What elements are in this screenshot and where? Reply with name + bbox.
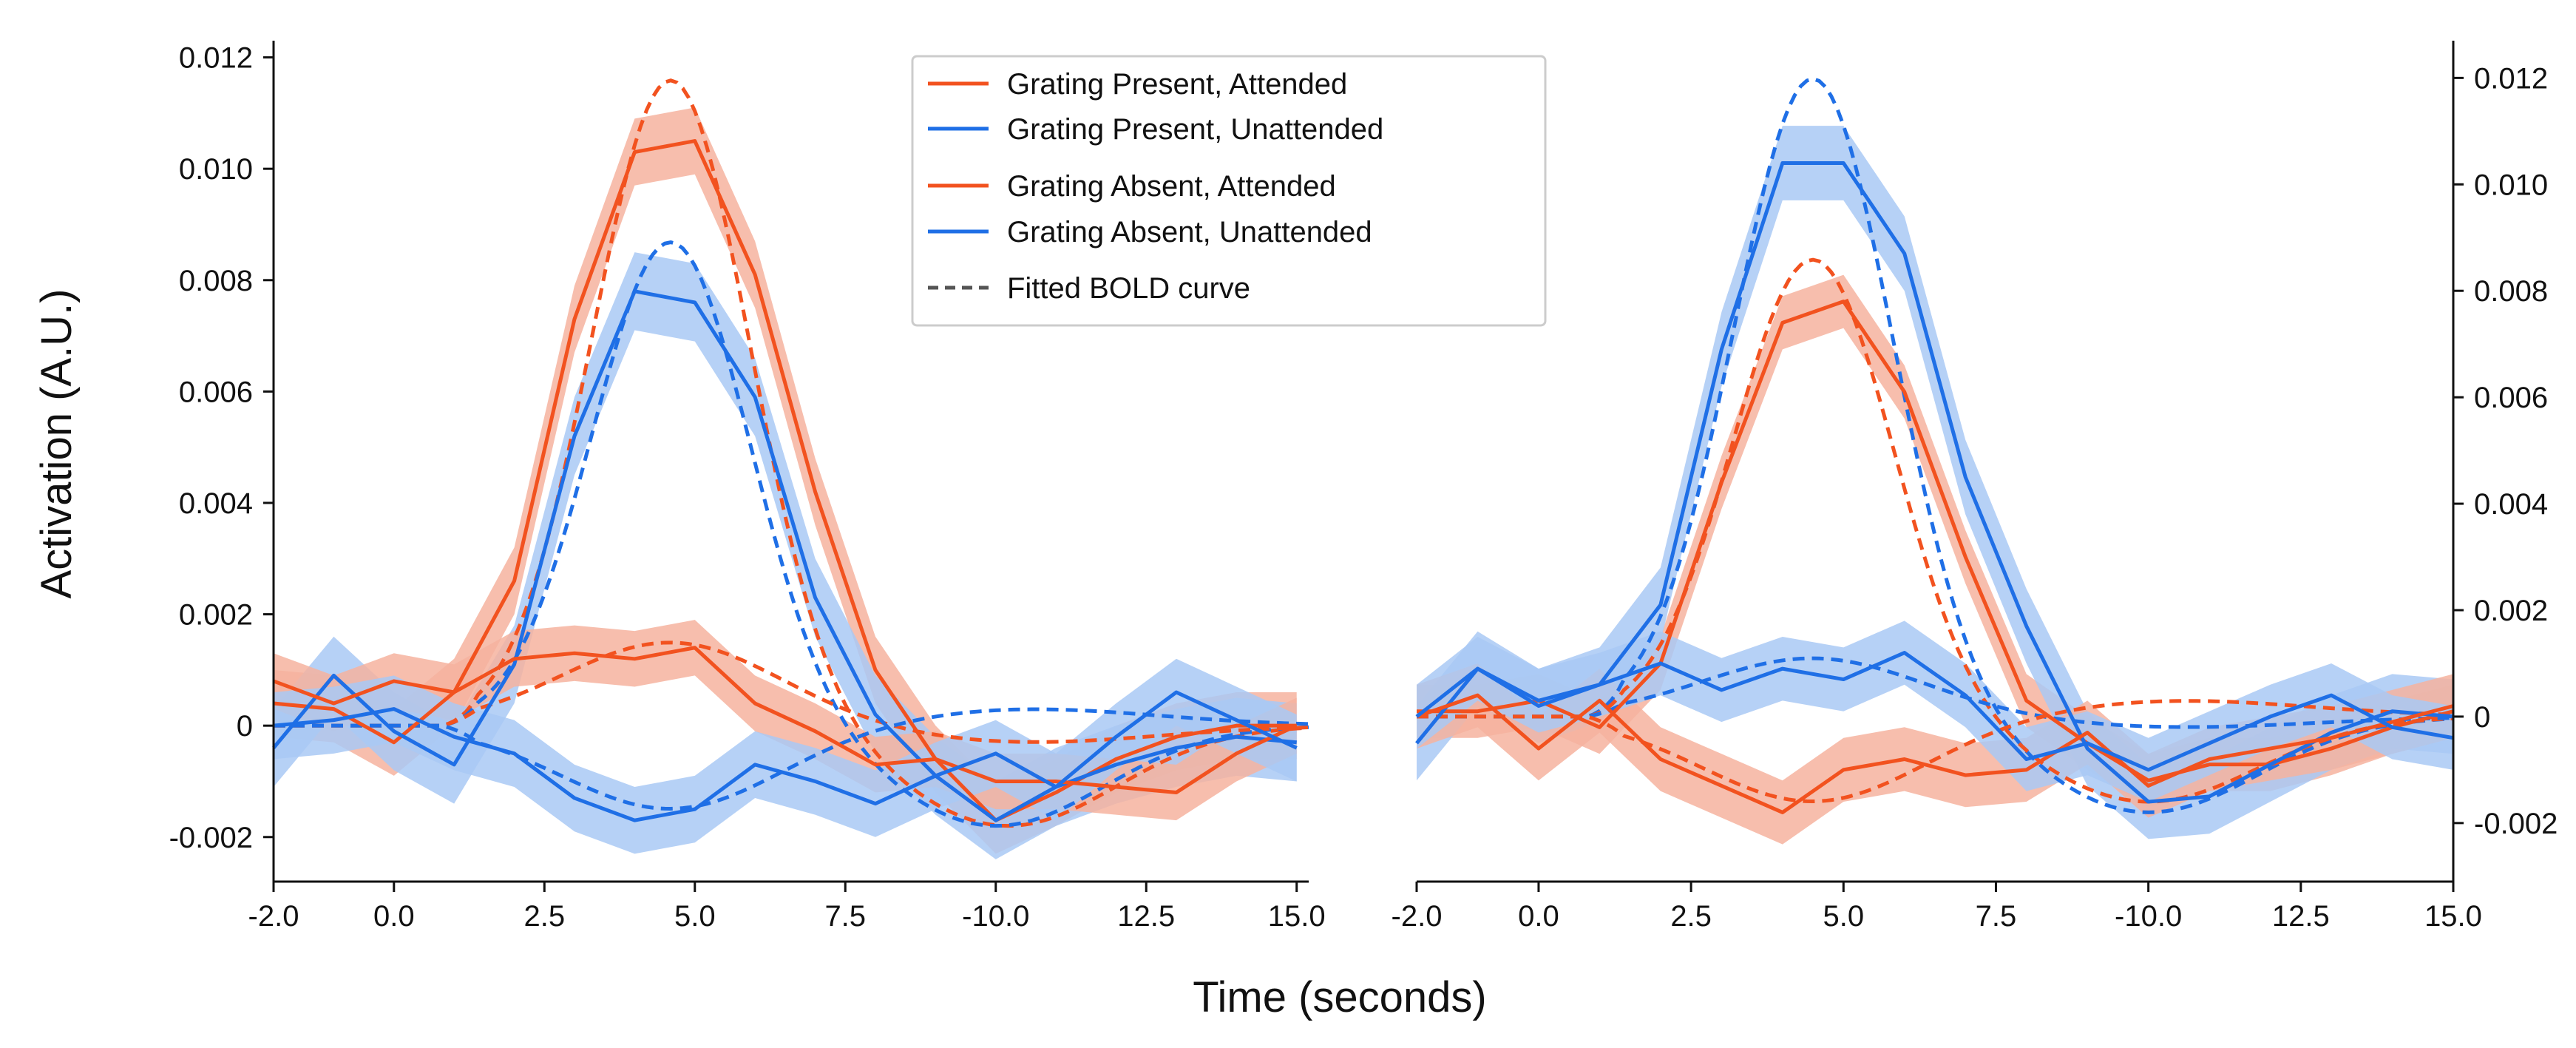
y-tick-label-right-0: -0.002 xyxy=(2474,808,2558,840)
legend-label-absent-unattended: Grating Absent, Unattended xyxy=(1007,216,1372,249)
fitted-curve-left-0 xyxy=(274,78,1309,828)
y-tick-label-left-2: 0.002 xyxy=(179,599,253,632)
x-axis-title: Time (seconds) xyxy=(1193,973,1487,1021)
y-tick-label-left-1: 0 xyxy=(237,710,253,743)
legend: Grating Present, Attended Grating Presen… xyxy=(911,55,1547,327)
y-tick-label-right-7: 0.012 xyxy=(2474,62,2548,95)
series-line-right-0 xyxy=(1417,300,2454,782)
x-tick-label-left-0: -2.0 xyxy=(248,900,299,933)
panel-right: -0.002 0 0.002 0.004 0.006 0.008 0.010 0.012 -2.… xyxy=(1392,41,2558,933)
y-tick-label-left-6: 0.010 xyxy=(179,153,253,186)
y-tick-label-left-7: 0.012 xyxy=(179,42,253,75)
error-band-left-3 xyxy=(274,658,1297,854)
fitted-curve-left-2 xyxy=(274,640,1309,744)
error-band-right-2 xyxy=(1417,663,2453,845)
series-line-left-2 xyxy=(273,646,1298,795)
y-tick-label-left-4: 0.006 xyxy=(179,376,253,408)
legend-label-absent-attended: Grating Absent, Attended xyxy=(1007,170,1336,203)
x-tick-label-right-1: 0.0 xyxy=(1518,900,1559,933)
fitted-curve-left-1 xyxy=(274,240,1309,828)
x-tick-label-left-7: 15.0 xyxy=(1268,900,1326,933)
y-tick-label-left-5: 0.008 xyxy=(179,265,253,297)
series-line-left-3 xyxy=(273,690,1298,822)
legend-frame xyxy=(911,55,1547,327)
y-axis-title: Activation (A.U.) xyxy=(33,289,81,599)
x-tick-label-left-2: 2.5 xyxy=(523,900,565,933)
y-tick-label-left-3: 0.004 xyxy=(179,487,253,520)
y-tick-label-right-3: 0.004 xyxy=(2474,488,2548,521)
x-tick-label-left-3: 5.0 xyxy=(674,900,716,933)
legend-label-present-unattended: Grating Present, Unattended xyxy=(1007,113,1383,146)
y-tick-label-right-5: 0.008 xyxy=(2474,275,2548,308)
y-tick-label-right-6: 0.010 xyxy=(2474,169,2548,201)
y-tick-label-right-1: 0 xyxy=(2474,701,2490,734)
y-tick-label-right-4: 0.006 xyxy=(2474,382,2548,414)
x-tick-label-right-0: -2.0 xyxy=(1392,900,1443,933)
fitted-curve-right-3 xyxy=(1417,699,2454,804)
x-tick-label-right-4: 7.5 xyxy=(1976,900,2017,933)
x-tick-label-right-3: 5.0 xyxy=(1823,900,1864,933)
x-tick-label-left-4: 7.5 xyxy=(824,900,866,933)
fitted-curve-right-2 xyxy=(1417,656,2454,729)
x-tick-label-right-2: 2.5 xyxy=(1670,900,1712,933)
x-tick-label-right-6: 12.5 xyxy=(2272,900,2330,933)
series-line-right-3 xyxy=(1415,651,2454,772)
error-band-right-3 xyxy=(1417,621,2453,802)
fitted-curve-left-3 xyxy=(274,707,1309,811)
series-line-left-0 xyxy=(273,139,1297,822)
panel-left: -0.002 0 0.002 0.004 0.006 0.008 0.010 0.012 -2.… xyxy=(169,41,1326,933)
series-line-left-1 xyxy=(272,289,1297,822)
x-tick-label-left-5: -10.0 xyxy=(962,900,1029,933)
x-tick-label-right-5: -10.0 xyxy=(2115,900,2182,933)
series-line-right-2 xyxy=(1416,693,2454,814)
x-tick-label-left-6: 12.5 xyxy=(1117,900,1175,933)
x-tick-label-left-1: 0.0 xyxy=(373,900,415,933)
y-tick-label-right-2: 0.002 xyxy=(2474,595,2548,627)
y-tick-label-left-0: -0.002 xyxy=(169,822,253,854)
legend-label-fitted: Fitted BOLD curve xyxy=(1007,272,1250,305)
x-tick-label-right-7: 15.0 xyxy=(2424,900,2482,933)
legend-label-present-attended: Grating Present, Attended xyxy=(1007,68,1347,101)
